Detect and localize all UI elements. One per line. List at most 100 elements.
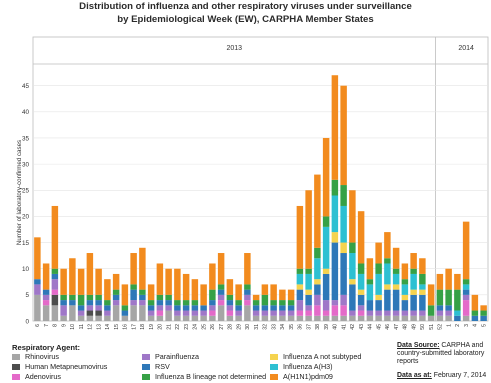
x-tick-label: 3: [464, 324, 470, 327]
bar-segment: [279, 305, 286, 311]
bar-segment: [427, 284, 435, 306]
bar-segment: [270, 284, 277, 301]
bar-segment: [322, 315, 330, 321]
bar-segment: [384, 315, 391, 321]
bar-segment: [287, 305, 295, 311]
bar-segment: [314, 258, 321, 280]
bar-segment: [366, 300, 374, 311]
data-as-at-label: Data as at:: [397, 372, 432, 379]
bar-segment: [296, 300, 304, 311]
bar-segment: [235, 315, 242, 321]
bar-segment: [349, 284, 356, 311]
bar-segment: [331, 315, 339, 321]
bar-segment: [349, 190, 356, 243]
x-tick-label: 32: [263, 324, 269, 330]
bar-segment: [60, 305, 67, 316]
bar-segment: [445, 305, 452, 311]
x-tick-label: 46: [385, 324, 391, 330]
legend-label: Adenovirus: [25, 372, 61, 381]
bar-segment: [217, 294, 225, 301]
bar-segment: [401, 279, 409, 285]
bar-segment: [139, 289, 146, 295]
bar-segment: [86, 305, 94, 311]
y-tick-label: 45: [22, 83, 30, 90]
bar-segment: [174, 268, 181, 301]
bar-segment: [314, 284, 321, 295]
bar-segment: [156, 294, 164, 301]
x-tick-label: 14: [105, 324, 111, 330]
legend-label: Rhinovirus: [25, 352, 59, 361]
x-tick-label: 2: [455, 324, 461, 327]
x-tick-label: 39: [324, 324, 330, 330]
bar-segment: [296, 268, 304, 274]
bar-segment: [226, 279, 234, 295]
bar-segment: [305, 268, 312, 274]
x-tick-label: 50: [420, 324, 426, 330]
x-tick-label: 30: [245, 324, 251, 330]
bar-segment: [226, 310, 234, 316]
bar-segment: [436, 315, 444, 321]
bar-segment: [314, 174, 321, 248]
x-tick-label: 48: [403, 324, 409, 330]
bar-segment: [270, 305, 277, 311]
bar-segment: [427, 305, 435, 316]
legend-item: Parainfluenza: [142, 352, 199, 361]
y-tick-label: 40: [22, 109, 30, 116]
bar-segment: [235, 305, 242, 311]
bar-segment: [86, 253, 94, 295]
bar-segment: [419, 310, 426, 316]
bar-segment: [112, 273, 120, 290]
bar-segment: [69, 305, 76, 321]
bar-segment: [314, 294, 321, 306]
x-tick-label: 41: [341, 324, 347, 330]
bar-segment: [436, 310, 444, 316]
bar-segment: [252, 305, 260, 311]
bar-segment: [261, 305, 269, 311]
bar-segment: [86, 315, 94, 321]
bar-segment: [51, 205, 59, 269]
x-tick-label: 27: [219, 324, 225, 330]
bar-segment: [340, 205, 347, 243]
bar-segment: [217, 289, 225, 295]
bar-segment: [261, 284, 269, 295]
bar-segment: [51, 273, 59, 280]
bar-segment: [209, 263, 216, 290]
legend: Respiratory Agent: Rhinovirus Human Metap…: [6, 343, 486, 383]
x-tick-label: 10: [70, 324, 76, 330]
y-tick-label: 10: [22, 266, 30, 273]
bar-segment: [419, 273, 426, 285]
bar-segment: [209, 289, 216, 301]
bar-segment: [51, 289, 59, 295]
bar-segment: [104, 279, 111, 301]
bar-segment: [480, 310, 487, 316]
x-tick-label: 9: [61, 324, 67, 327]
bar-segment: [454, 310, 461, 316]
x-tick-label: 42: [350, 324, 356, 330]
bar-segment: [244, 289, 251, 295]
bar-segment: [174, 315, 181, 321]
bar-segment: [261, 315, 269, 321]
bar-segment: [69, 300, 76, 306]
bar-segment: [366, 279, 374, 285]
bar-segment: [42, 305, 50, 321]
bar-segment: [200, 305, 207, 311]
bar-segment: [34, 284, 41, 295]
bar-segment: [366, 310, 374, 316]
x-tick-label: 31: [254, 324, 260, 330]
bar-segment: [410, 253, 417, 269]
plot-frame: [32, 36, 489, 322]
bar-segment: [182, 305, 190, 311]
legend-item: Adenovirus: [12, 372, 61, 381]
bar-segment: [305, 315, 312, 321]
bar-segment: [252, 294, 260, 301]
legend-label: Parainfluenza: [155, 352, 199, 361]
x-tick-label: 16: [123, 324, 129, 330]
bar-segment: [322, 310, 330, 316]
bar-segment: [217, 253, 225, 285]
bar-segment: [121, 284, 129, 306]
bar-segment: [191, 305, 199, 311]
bar-segment: [261, 310, 269, 316]
bar-segment: [357, 310, 365, 316]
bar-segment: [270, 315, 277, 321]
data-source-text: CARPHA and country-submitted laboratory …: [397, 342, 485, 365]
